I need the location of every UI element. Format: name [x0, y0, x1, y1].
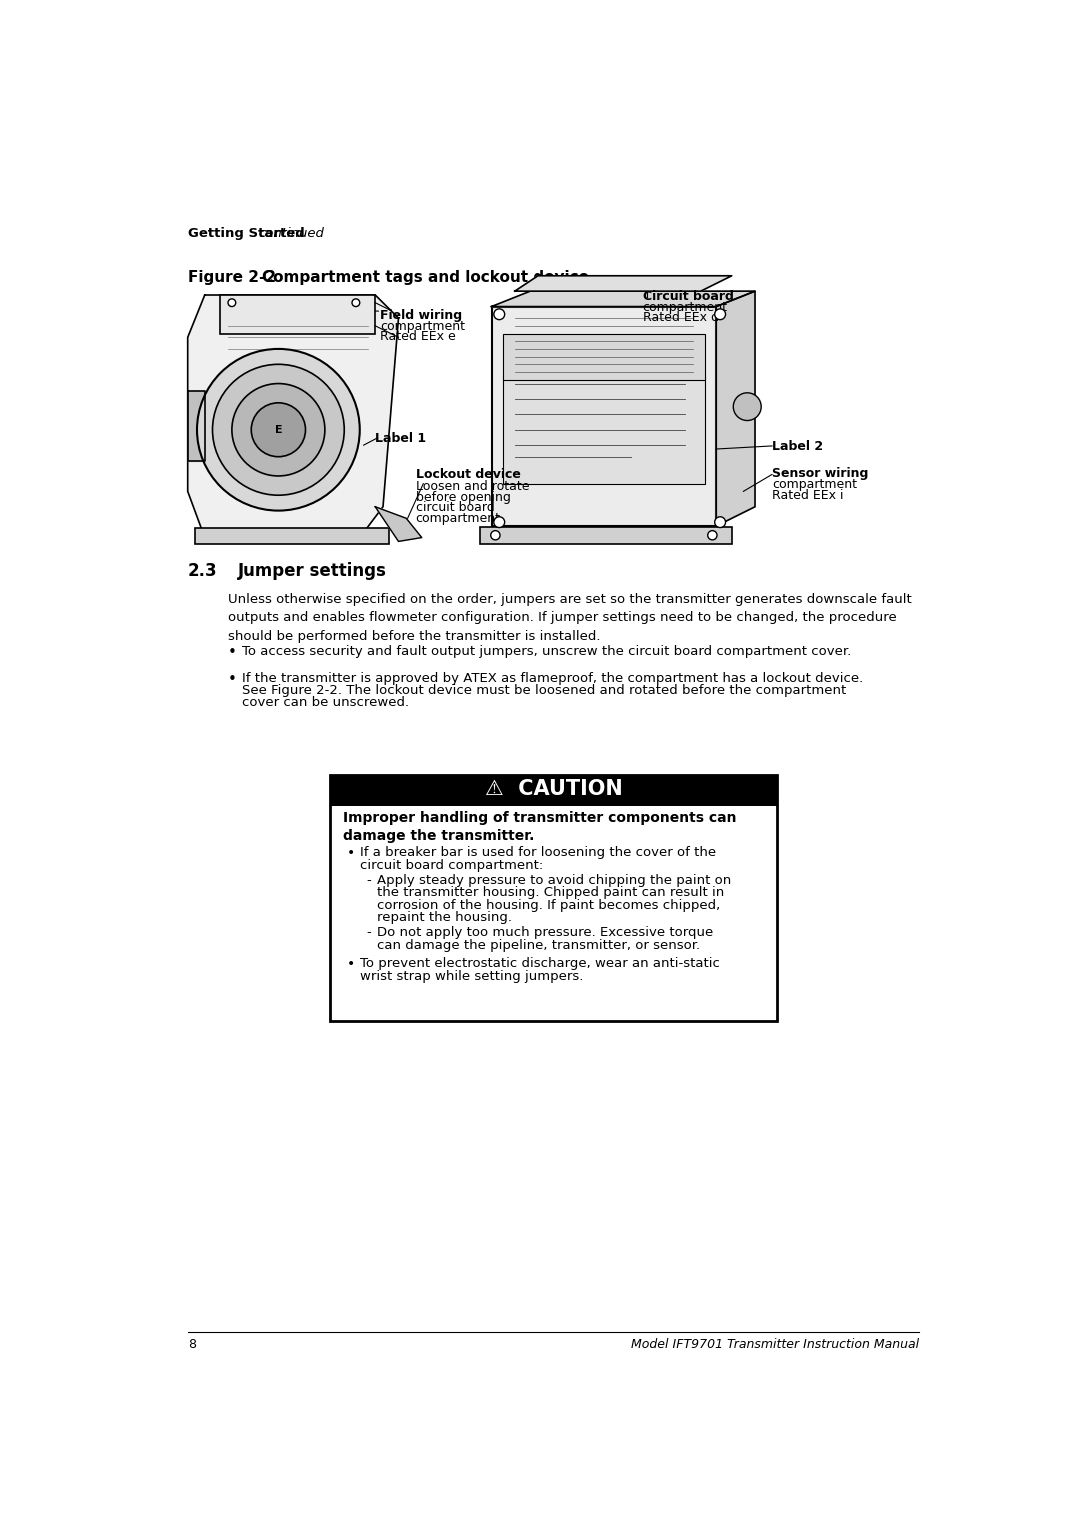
Text: repaint the housing.: repaint the housing.: [377, 911, 512, 924]
Circle shape: [715, 309, 726, 319]
Text: If a breaker bar is used for loosening the cover of the: If a breaker bar is used for loosening t…: [360, 847, 716, 859]
Text: corrosion of the housing. If paint becomes chipped,: corrosion of the housing. If paint becom…: [377, 898, 720, 912]
Text: •: •: [347, 847, 355, 860]
Bar: [480, 527, 732, 544]
Text: Model IFT9701 Transmitter Instruction Manual: Model IFT9701 Transmitter Instruction Ma…: [631, 1339, 919, 1351]
Text: compartment: compartment: [643, 301, 728, 315]
Text: cover can be unscrewed.: cover can be unscrewed.: [242, 697, 409, 709]
Text: compartment: compartment: [380, 321, 464, 333]
Text: Apply steady pressure to avoid chipping the paint on: Apply steady pressure to avoid chipping …: [377, 874, 731, 888]
Circle shape: [715, 516, 726, 527]
Text: before opening: before opening: [416, 490, 511, 504]
Ellipse shape: [252, 403, 306, 457]
Text: •: •: [228, 645, 237, 660]
Text: Field wiring: Field wiring: [380, 309, 462, 322]
Bar: [330, 775, 777, 805]
Text: compartment: compartment: [416, 512, 500, 526]
Text: Circuit board: Circuit board: [643, 290, 733, 303]
Text: 2.3: 2.3: [188, 562, 217, 581]
Text: Unless otherwise specified on the order, jumpers are set so the transmitter gene: Unless otherwise specified on the order,…: [228, 593, 912, 643]
Bar: [503, 376, 704, 484]
Text: E: E: [274, 425, 282, 435]
Polygon shape: [375, 507, 422, 541]
Ellipse shape: [213, 364, 345, 495]
Text: 8: 8: [188, 1339, 195, 1351]
Circle shape: [228, 299, 235, 307]
Circle shape: [352, 299, 360, 307]
Text: continued: continued: [258, 228, 324, 240]
Text: Label 1: Label 1: [375, 432, 427, 445]
Text: -: -: [366, 874, 370, 888]
Text: Getting Started: Getting Started: [188, 228, 305, 240]
Circle shape: [494, 309, 504, 319]
Circle shape: [707, 530, 717, 539]
Text: Do not apply too much pressure. Excessive torque: Do not apply too much pressure. Excessiv…: [377, 926, 713, 940]
Text: Jumper settings: Jumper settings: [238, 562, 387, 581]
Text: compartment: compartment: [772, 478, 858, 492]
Text: Figure 2-2: Figure 2-2: [188, 269, 275, 284]
Text: wrist strap while setting jumpers.: wrist strap while setting jumpers.: [360, 970, 583, 983]
Text: Loosen and rotate: Loosen and rotate: [416, 480, 529, 494]
Text: Sensor wiring: Sensor wiring: [772, 466, 868, 480]
Text: circuit board: circuit board: [416, 501, 495, 515]
Polygon shape: [188, 391, 205, 460]
Text: can damage the pipeline, transmitter, or sensor.: can damage the pipeline, transmitter, or…: [377, 938, 700, 952]
Circle shape: [494, 516, 504, 527]
Bar: [330, 775, 777, 1021]
Text: See Figure 2-2. The lockout device must be loosened and rotated before the compa: See Figure 2-2. The lockout device must …: [242, 685, 847, 697]
Text: To prevent electrostatic discharge, wear an anti-static: To prevent electrostatic discharge, wear…: [360, 957, 719, 970]
Text: If the transmitter is approved by ATEX as flameproof, the compartment has a lock: If the transmitter is approved by ATEX a…: [242, 671, 863, 685]
Text: •: •: [347, 957, 355, 972]
Bar: [195, 529, 389, 544]
Text: Rated EEx d: Rated EEx d: [643, 312, 718, 324]
Text: Improper handling of transmitter components can
damage the transmitter.: Improper handling of transmitter compone…: [342, 811, 737, 843]
Ellipse shape: [232, 384, 325, 475]
Text: the transmitter housing. Chipped paint can result in: the transmitter housing. Chipped paint c…: [377, 886, 724, 900]
Text: Rated EEx e: Rated EEx e: [380, 330, 456, 344]
Polygon shape: [188, 295, 399, 538]
Circle shape: [733, 393, 761, 420]
Text: Label 2: Label 2: [772, 440, 823, 452]
Text: Compartment tags and lockout device: Compartment tags and lockout device: [262, 269, 589, 284]
Bar: [220, 295, 375, 333]
Polygon shape: [515, 275, 732, 292]
Text: Rated EEx i: Rated EEx i: [772, 489, 843, 503]
Text: ⚠  CAUTION: ⚠ CAUTION: [485, 779, 622, 799]
Text: •: •: [228, 671, 237, 686]
Circle shape: [490, 530, 500, 539]
Text: Lockout device: Lockout device: [416, 468, 521, 481]
Polygon shape: [716, 292, 755, 526]
Text: To access security and fault output jumpers, unscrew the circuit board compartme: To access security and fault output jump…: [242, 645, 851, 657]
Text: circuit board compartment:: circuit board compartment:: [360, 859, 543, 871]
Ellipse shape: [197, 348, 360, 510]
Polygon shape: [491, 307, 716, 526]
Bar: [503, 333, 704, 380]
Text: -: -: [366, 926, 370, 940]
Polygon shape: [491, 292, 755, 307]
